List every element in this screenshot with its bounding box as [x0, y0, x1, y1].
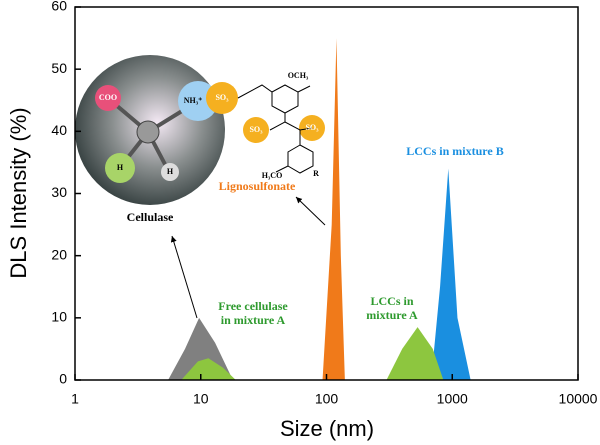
area [322, 38, 345, 380]
diagram-label: H₃CO [262, 171, 283, 180]
y-tick-label: 50 [51, 60, 67, 76]
coo-ball [95, 85, 121, 111]
y-axis-title: DLS Intensity (%) [6, 107, 31, 278]
x-tick-label: 100 [315, 391, 339, 407]
cellulase-diagram [75, 55, 325, 205]
h-ball [161, 163, 179, 181]
area [181, 358, 236, 380]
y-tick-label: 0 [59, 371, 67, 387]
annotation: LCCs in [370, 294, 413, 308]
annotation: in mixture A [221, 313, 286, 327]
area [431, 168, 471, 380]
arrows [170, 196, 326, 319]
annotation: Free cellulase [218, 299, 288, 313]
annotation: mixture A [366, 308, 418, 322]
x-axis-title: Size (nm) [280, 416, 374, 441]
diagram-label: COO [99, 93, 117, 102]
annotation: Lignosulfonate [219, 179, 296, 193]
diagram-label: SO₃ [305, 123, 319, 132]
diagram-label: H [117, 163, 124, 172]
x-tick-label: 10 [193, 391, 209, 407]
x-tick-label: 1 [71, 391, 79, 407]
so3-ball [206, 82, 238, 114]
diagram-label: H [167, 167, 174, 176]
diagram-label: SO₃ [215, 93, 229, 102]
x-tick-label: 10000 [559, 391, 598, 407]
annotation: LCCs in mixture B [406, 144, 503, 158]
y-tick-label: 60 [51, 0, 67, 14]
y-tick-label: 40 [51, 122, 67, 138]
annotation: Cellulase [127, 210, 174, 224]
x-tick-label: 1000 [437, 391, 468, 407]
lignin-skeleton [237, 84, 314, 174]
y-tick-label: 20 [51, 246, 67, 262]
y-tick-label: 30 [51, 184, 67, 200]
r-ball [105, 153, 135, 183]
area [386, 327, 444, 380]
diagram-label: SO₃ [249, 125, 263, 134]
diagram-label: NH₃⁺ [184, 96, 203, 105]
diagram-label: OCH₃ [288, 71, 309, 80]
y-tick-label: 10 [51, 309, 67, 325]
diagram-label: R [313, 169, 319, 178]
center-atom [136, 120, 160, 144]
so3-ball [243, 117, 269, 143]
